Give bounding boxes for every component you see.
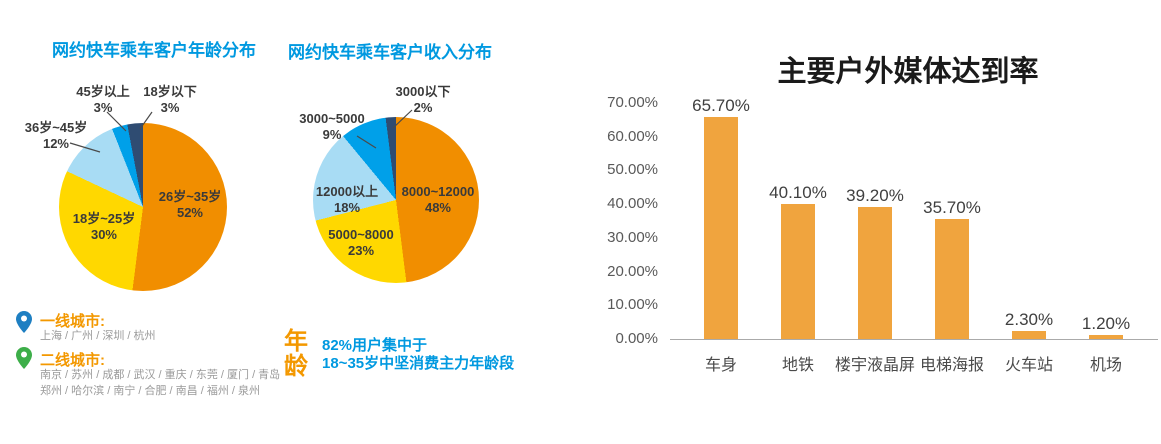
- age-pie-label-under18: 18岁以下 3%: [143, 84, 197, 115]
- income-pie-title: 网约快车乘车客户收入分布: [288, 43, 492, 62]
- tier1-cities-label: 一线城市:: [40, 313, 105, 330]
- bar-category-label: 楼宇液晶屏: [834, 357, 915, 374]
- age-note-line1: 82%用户集中于: [322, 337, 428, 354]
- age-pie-label-18-25: 18岁~25岁 30%: [72, 211, 136, 242]
- bar-category-label: 机场: [1089, 357, 1122, 374]
- age-note-line2: 18~35岁中坚消费主力年龄段: [322, 355, 515, 372]
- y-axis-tick-label: 60.00%: [607, 127, 658, 145]
- income-pie-label-8000-12000: 8000~12000 48%: [401, 184, 475, 215]
- bar-value-label: 40.10%: [769, 183, 827, 202]
- bar-车身: [704, 117, 738, 339]
- y-axis-tick-label: 20.00%: [607, 262, 658, 280]
- bar-电梯海报: [935, 219, 969, 339]
- x-axis-line: [670, 339, 1158, 340]
- bar-楼宇液晶屏: [858, 207, 892, 339]
- bar-机场: [1089, 335, 1123, 339]
- income-pie-chart: [313, 117, 479, 283]
- age-pie-title: 网约快车乘车客户年龄分布: [52, 41, 256, 60]
- age-keyword: 年龄: [284, 328, 308, 380]
- income-pie-label-over12000: 12000以上 18%: [315, 184, 379, 215]
- bar-value-label: 1.20%: [1081, 314, 1131, 333]
- tier1-cities-list: 上海 / 广州 / 深圳 / 杭州: [40, 330, 156, 342]
- bar-value-label: 35.70%: [923, 198, 981, 217]
- y-axis-tick-label: 0.00%: [615, 330, 658, 347]
- tier2-map-pin-icon: [16, 347, 32, 369]
- age-pie-label-45plus: 45岁以上 3%: [76, 84, 130, 115]
- y-axis-tick-label: 50.00%: [607, 161, 658, 179]
- bar-chart-title: 主要户外媒体达到率: [777, 56, 1039, 88]
- y-axis-tick-label: 40.00%: [607, 195, 658, 213]
- income-pie-label-under3000: 3000以下 2%: [395, 84, 451, 115]
- bar-category-label: 火车站: [1004, 357, 1053, 374]
- bar-value-label: 2.30%: [1004, 310, 1054, 329]
- bar-category-label: 车身: [704, 357, 737, 374]
- income-pie-label-5000-8000: 5000~8000 23%: [328, 227, 394, 258]
- tier2-cities-label: 二线城市:: [40, 352, 105, 369]
- tier2-cities-list-line2: 郑州 / 哈尔滨 / 南宁 / 合肥 / 南昌 / 福州 / 泉州: [40, 385, 261, 397]
- bar-category-label: 地铁: [781, 357, 814, 374]
- y-axis-tick-label: 30.00%: [607, 228, 658, 246]
- y-axis-tick-label: 70.00%: [607, 94, 658, 111]
- bar-value-label: 65.70%: [692, 96, 750, 115]
- y-axis-tick-label: 10.00%: [607, 296, 658, 314]
- bar-category-label: 电梯海报: [919, 357, 984, 374]
- bar-地铁: [781, 204, 815, 339]
- bar-value-label: 39.20%: [846, 186, 904, 205]
- income-pie-label-3000-5000: 3000~5000 9%: [299, 111, 365, 142]
- age-pie-label-26-35: 26岁~35岁 52%: [158, 189, 222, 220]
- bar-火车站: [1012, 331, 1046, 339]
- age-pie-label-36-45: 36岁~45岁 12%: [24, 120, 88, 151]
- tier1-map-pin-icon: [16, 311, 32, 333]
- tier2-cities-list-line1: 南京 / 苏州 / 成都 / 武汉 / 重庆 / 东莞 / 厦门 / 青岛: [40, 369, 281, 381]
